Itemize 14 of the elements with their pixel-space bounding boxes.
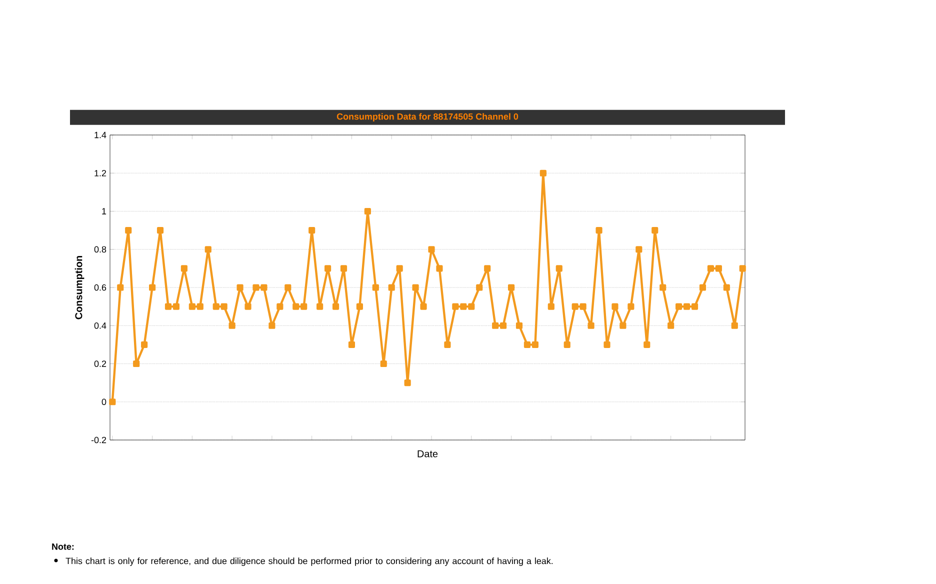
y-axis-title: Consumption bbox=[74, 256, 84, 320]
y-tick-label: 1.4 bbox=[94, 132, 106, 138]
chart-title: Consumption Data for 88174505 Channel 0 bbox=[336, 113, 518, 122]
text: This chart is only for reference, and due diligence should be performed prior to considering any account of having a leak. bbox=[66, 558, 553, 566]
y-tick-label: 0.2 bbox=[94, 360, 106, 367]
y-tick-label: 1.2 bbox=[94, 170, 106, 176]
y-tick-label: 0 bbox=[102, 398, 106, 406]
y-tick-label: 0.4 bbox=[94, 322, 106, 329]
x-axis-title: Date bbox=[418, 450, 438, 458]
y-tick-label: 0.8 bbox=[94, 246, 106, 253]
y-tick-label: -0.2 bbox=[91, 436, 106, 444]
y-tick-label: 1 bbox=[102, 208, 106, 214]
y-tick-label: 0.6 bbox=[94, 284, 106, 291]
text: Note: bbox=[52, 544, 74, 550]
